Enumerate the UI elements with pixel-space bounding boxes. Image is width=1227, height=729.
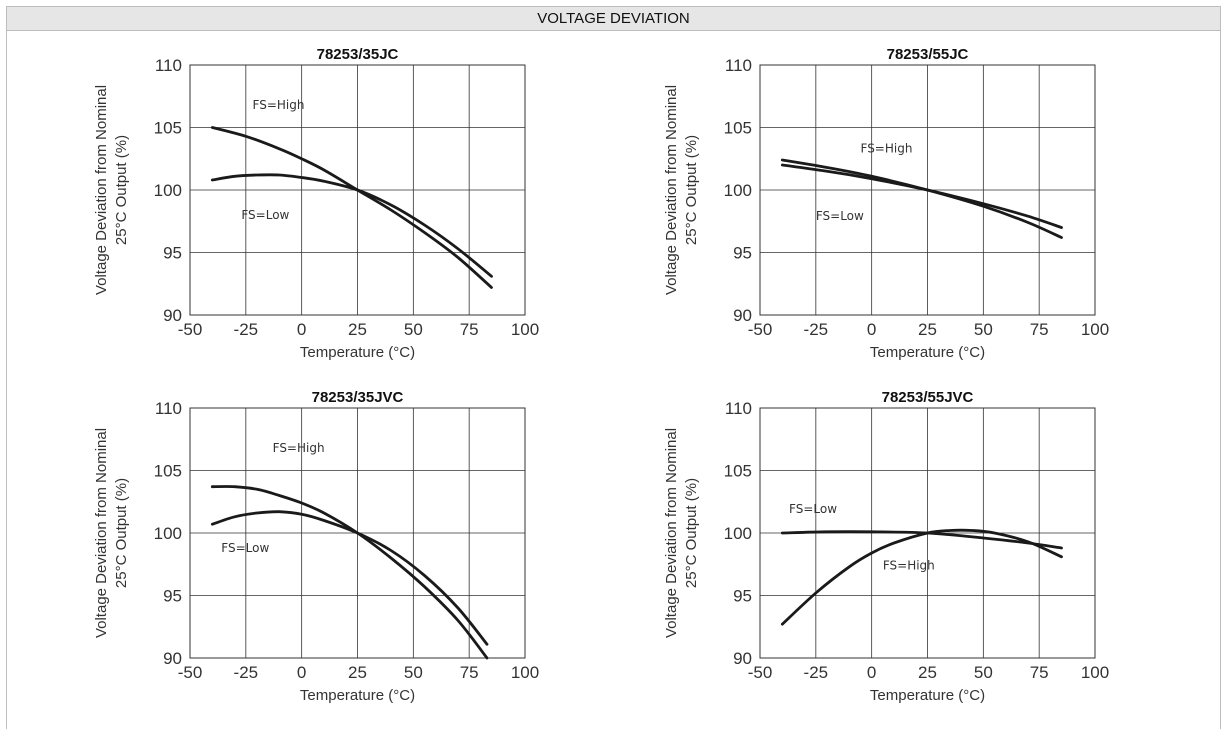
y-axis-label: Voltage Deviation from Nominal [93,428,110,638]
y-tick-label: 90 [163,649,182,668]
chart-title: 78253/55JVC [882,389,974,406]
chart-panel-35jc: 78253/35JC -50 -25 0 25 50 75 100 90 95 100 105 110 T… [90,40,560,370]
y-tick-label: 100 [154,524,182,543]
series-line [780,158,1063,239]
x-tick-label: -50 [748,320,773,339]
series-line [210,126,493,289]
chart-panel-55jvc: 78253/55JVC -50 -25 0 25 50 75 100 90 95 100 105 110… [660,383,1130,713]
x-tick-label: 50 [404,320,423,339]
x-tick-label: 50 [404,663,423,682]
series-line [780,530,1063,550]
chart-title: 78253/35JVC [312,389,404,406]
x-tick-label: 75 [460,663,479,682]
x-tick-label: 0 [867,320,876,339]
series-annotation: FS=Low [221,541,269,555]
y-tick-label: 110 [155,399,182,418]
series-annotation: FS=Low [241,208,289,222]
plot-border [759,64,1096,316]
y-axis-label: 25°C Output (%) [683,478,700,588]
y-tick-label: 90 [733,306,752,325]
y-tick-label: 110 [725,56,752,75]
x-tick-label: 25 [348,320,367,339]
section-header: VOLTAGE DEVIATION [7,7,1220,31]
y-tick-label: 105 [154,462,182,481]
chart-svg: 78253/35JC -50 -25 0 25 50 75 100 90 95 100 105 110 T… [93,46,539,361]
series-annotation: FS=Low [816,209,864,223]
y-axis-label: Voltage Deviation from Nominal [663,85,680,295]
y-tick-label: 100 [724,181,752,200]
x-tick-label: 75 [1030,320,1049,339]
chart-svg: 78253/35JVC -50 -25 0 25 50 75 100 90 95 100 105 110… [93,389,539,704]
y-tick-label: 100 [724,524,752,543]
x-tick-label: 50 [974,663,993,682]
chart-title: 78253/55JC [887,46,969,63]
series-annotation: FS=High [253,98,305,112]
y-tick-label: 95 [163,244,182,263]
x-tick-label: -25 [234,320,259,339]
series-line [780,528,1063,626]
series-line [210,173,493,278]
x-tick-label: -25 [804,320,829,339]
x-tick-label: 100 [1081,663,1109,682]
series-annotation: FS=High [273,441,325,455]
chart-svg: 78253/55JVC -50 -25 0 25 50 75 100 90 95 100 105 110… [663,389,1109,704]
y-tick-label: 105 [154,119,182,138]
plot-border [189,407,526,659]
series-annotation: FS=High [883,558,935,572]
x-tick-label: 75 [1030,663,1049,682]
x-axis-label: Temperature (°C) [870,344,985,361]
series-line [210,485,489,660]
x-tick-label: 0 [297,663,306,682]
x-tick-label: 100 [511,663,539,682]
chart-panel-35jvc: 78253/35JVC -50 -25 0 25 50 75 100 90 95 100 105 110… [90,383,560,713]
y-tick-label: 90 [733,649,752,668]
x-axis-label: Temperature (°C) [300,344,415,361]
x-tick-label: 0 [867,663,876,682]
x-tick-label: 50 [974,320,993,339]
y-tick-label: 95 [733,244,752,263]
y-axis-label: 25°C Output (%) [113,478,130,588]
x-tick-label: 0 [297,320,306,339]
x-tick-label: -50 [178,663,203,682]
x-tick-label: 25 [348,663,367,682]
x-tick-label: 75 [460,320,479,339]
y-axis-label: 25°C Output (%) [683,135,700,245]
y-axis-label: 25°C Output (%) [113,135,130,245]
y-tick-label: 90 [163,306,182,325]
x-tick-label: -50 [178,320,203,339]
chart-title: 78253/35JC [317,46,399,63]
y-tick-label: 105 [724,119,752,138]
x-tick-label: -25 [804,663,829,682]
x-tick-label: 25 [918,663,937,682]
x-axis-label: Temperature (°C) [870,687,985,704]
y-tick-label: 105 [724,462,752,481]
x-tick-label: 100 [1081,320,1109,339]
x-tick-label: 100 [511,320,539,339]
page-frame [6,6,1221,729]
y-axis-label: Voltage Deviation from Nominal [93,85,110,295]
series-annotation: FS=High [861,142,913,156]
series-annotation: FS=Low [789,502,837,516]
y-tick-label: 110 [725,399,752,418]
x-axis-label: Temperature (°C) [300,687,415,704]
plot-border [759,407,1096,659]
chart-panel-55jc: 78253/55JC -50 -25 0 25 50 75 100 90 95 100 105 110 T… [660,40,1130,370]
y-tick-label: 110 [155,56,182,75]
plot-border [189,64,526,316]
y-tick-label: 95 [733,587,752,606]
x-tick-label: -50 [748,663,773,682]
chart-svg: 78253/55JC -50 -25 0 25 50 75 100 90 95 100 105 110 T… [663,46,1109,361]
y-axis-label: Voltage Deviation from Nominal [663,428,680,638]
x-tick-label: -25 [234,663,259,682]
x-tick-label: 25 [918,320,937,339]
series-line [210,510,489,646]
y-tick-label: 100 [154,181,182,200]
y-tick-label: 95 [163,587,182,606]
